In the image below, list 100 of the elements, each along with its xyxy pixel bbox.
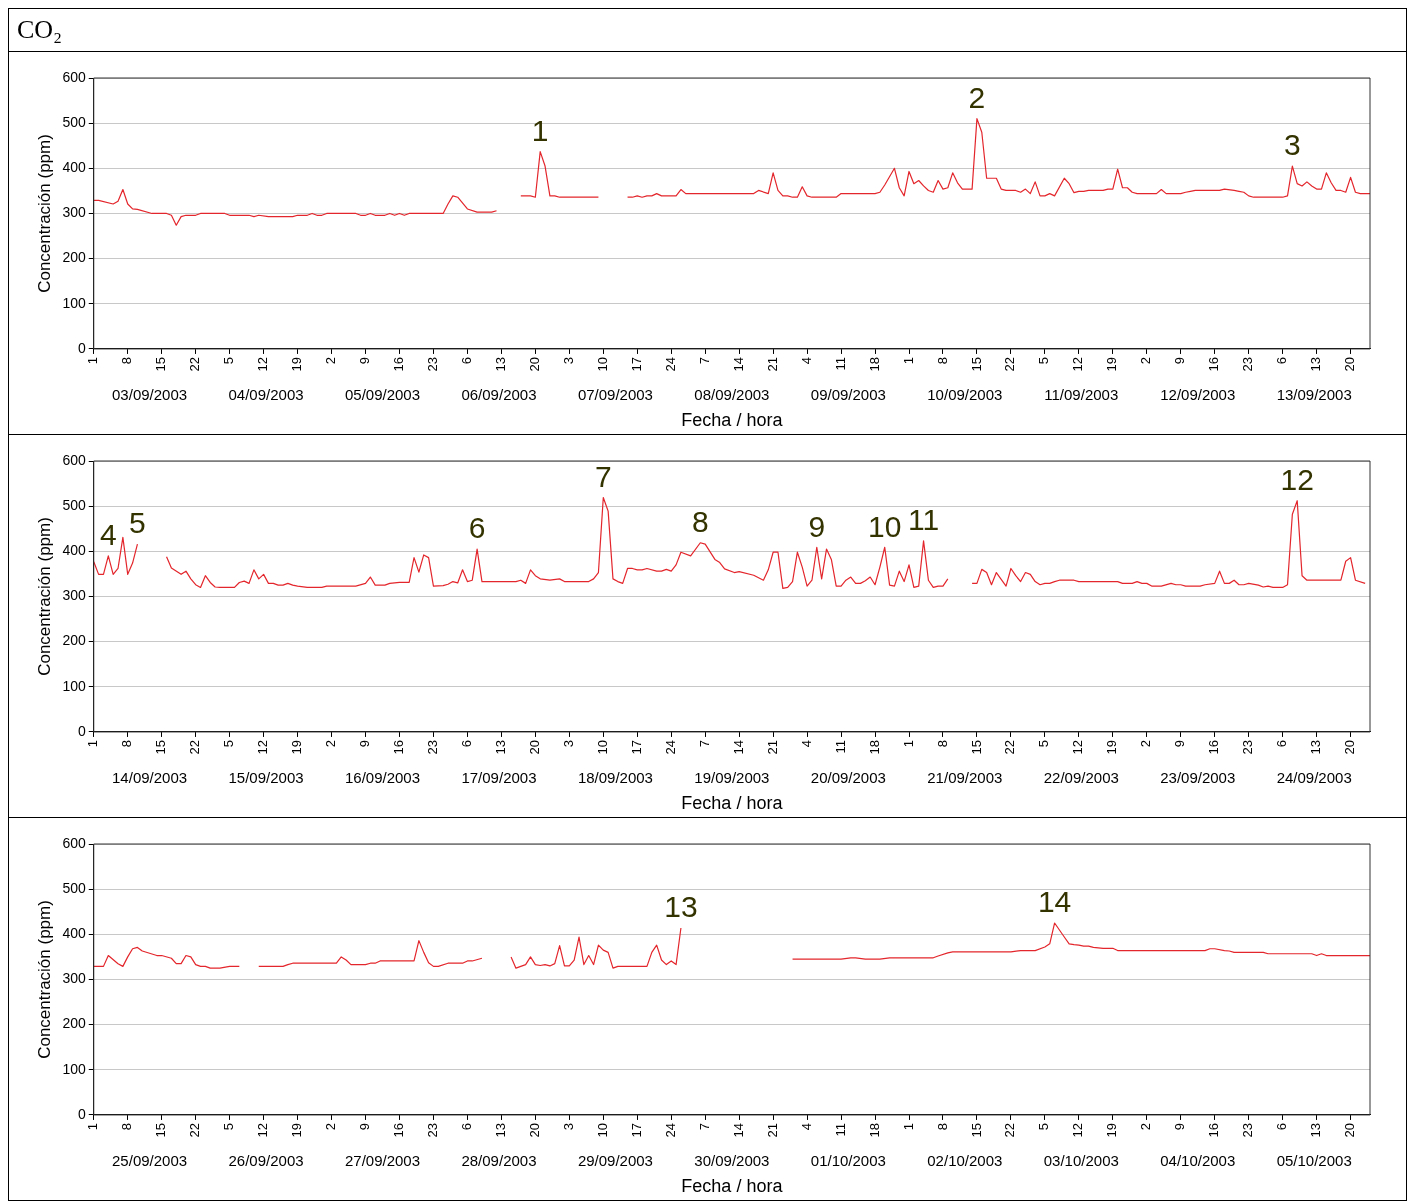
x-tick-label: 13 (492, 1122, 508, 1138)
x2-tick-label: 19/09/2003 (694, 768, 770, 786)
annotation: 1 (531, 113, 549, 147)
x2-tick-label: 26/09/2003 (228, 1151, 304, 1169)
annotation: 5 (129, 506, 146, 540)
annotation: 7 (594, 459, 612, 493)
x2-tick-label: 15/09/2003 (228, 768, 304, 786)
x-tick-label: 16 (1206, 1122, 1222, 1138)
x-tick-label: 3 (560, 356, 576, 365)
x-tick-label: 6 (1274, 739, 1290, 748)
x2-tick-label: 09/09/2003 (810, 385, 886, 403)
x-tick-label: 2 (323, 356, 339, 365)
y-tick-label: 300 (62, 587, 86, 604)
x-tick-label: 12 (1070, 739, 1086, 755)
annotation: 6 (468, 511, 486, 545)
y-tick-label: 0 (77, 722, 86, 739)
annotation: 14 (1037, 885, 1072, 919)
y-tick-label: 300 (62, 204, 86, 221)
x-tick-label: 20 (526, 356, 542, 372)
x-axis-title: Fecha / hora (681, 410, 784, 431)
x2-tick-label: 30/09/2003 (694, 1151, 770, 1169)
x2-tick-label: 24/09/2003 (1276, 768, 1352, 786)
x2-tick-label: 17/09/2003 (461, 768, 537, 786)
x-tick-label: 2 (323, 1122, 339, 1131)
x-tick-label: 14 (730, 356, 746, 372)
x-tick-label: 6 (458, 1122, 474, 1131)
x2-tick-label: 29/09/2003 (577, 1151, 653, 1169)
x-tick-label: 13 (492, 739, 508, 755)
x2-tick-label: 22/09/2003 (1043, 768, 1119, 786)
y-tick-label: 500 (62, 114, 86, 131)
x-tick-label: 15 (968, 356, 984, 372)
x-tick-label: 24 (662, 356, 678, 372)
x-tick-label: 9 (1172, 1122, 1188, 1131)
x-tick-label: 20 (1342, 739, 1358, 755)
x-tick-label: 19 (289, 739, 305, 755)
annotation: 3 (1284, 128, 1301, 162)
x-tick-label: 3 (560, 1122, 576, 1131)
y-axis-title: Concentración (ppm) (34, 900, 54, 1059)
chart-title: CO₂ (16, 14, 64, 46)
y-tick-label: 500 (62, 880, 86, 897)
x-tick-label: 15 (968, 739, 984, 755)
x2-tick-label: 05/09/2003 (344, 385, 421, 403)
x2-tick-label: 08/09/2003 (694, 385, 770, 403)
y-tick-label: 0 (77, 339, 86, 356)
x-tick-label: 6 (458, 356, 474, 365)
x2-tick-label: 14/09/2003 (112, 768, 188, 786)
annotation: 10 (868, 509, 902, 543)
y-tick-label: 400 (62, 159, 86, 176)
x-tick-label: 1 (900, 356, 916, 365)
x-tick-label: 2 (323, 739, 339, 748)
x-tick-label: 20 (526, 739, 542, 755)
x-axis-title: Fecha / hora (681, 793, 784, 814)
x-tick-label: 21 (764, 739, 780, 755)
x-tick-label: 1 (85, 739, 101, 748)
x-axis-title: Fecha / hora (681, 1176, 784, 1197)
x-tick-label: 5 (1036, 1122, 1052, 1131)
x-tick-label: 20 (1342, 356, 1358, 372)
x-tick-label: 9 (357, 739, 373, 748)
y-tick-label: 0 (77, 1105, 86, 1122)
x-tick-label: 23 (1240, 1122, 1256, 1138)
x-tick-label: 8 (934, 356, 950, 365)
x-tick-label: 8 (934, 739, 950, 748)
x-tick-label: 4 (798, 1122, 814, 1131)
x2-tick-label: 01/10/2003 (810, 1151, 886, 1169)
x-tick-label: 6 (458, 739, 474, 748)
x2-tick-label: 13/09/2003 (1276, 385, 1352, 403)
x-tick-label: 7 (696, 356, 712, 365)
x2-tick-label: 04/10/2003 (1160, 1151, 1236, 1169)
x-tick-label: 9 (1172, 356, 1188, 365)
x-tick-label: 24 (662, 739, 678, 755)
x2-tick-label: 06/09/2003 (461, 385, 537, 403)
x-tick-label: 21 (764, 1122, 780, 1138)
x2-tick-label: 02/10/2003 (927, 1151, 1003, 1169)
x-tick-label: 6 (1274, 356, 1290, 365)
x2-tick-label: 18/09/2003 (577, 768, 653, 786)
x-tick-label: 11 (832, 356, 848, 371)
y-tick-label: 600 (62, 834, 86, 851)
x-tick-label: 13 (492, 356, 508, 372)
annotation: 2 (968, 80, 986, 114)
x-tick-label: 8 (119, 739, 135, 748)
x2-tick-label: 21/09/2003 (927, 768, 1003, 786)
annotation: 12 (1280, 463, 1314, 496)
x-tick-label: 19 (289, 1122, 305, 1138)
x-tick-label: 16 (391, 739, 407, 755)
x-tick-label: 1 (900, 739, 916, 748)
x-tick-label: 5 (1036, 356, 1052, 365)
x-tick-label: 23 (425, 356, 441, 372)
x-tick-label: 8 (119, 356, 135, 365)
x-tick-label: 13 (1308, 739, 1324, 755)
x-tick-label: 5 (221, 1122, 237, 1131)
x-tick-label: 1 (900, 1122, 916, 1131)
x-tick-label: 23 (425, 1122, 441, 1138)
x-tick-label: 12 (255, 356, 271, 372)
y-tick-label: 400 (62, 542, 86, 559)
y-tick-label: 200 (62, 1015, 86, 1032)
x-tick-label: 12 (255, 1122, 271, 1138)
annotation: 4 (99, 518, 117, 552)
x2-tick-label: 25/09/2003 (112, 1151, 188, 1169)
x2-tick-label: 28/09/2003 (461, 1151, 537, 1169)
x-tick-label: 22 (1002, 739, 1018, 755)
